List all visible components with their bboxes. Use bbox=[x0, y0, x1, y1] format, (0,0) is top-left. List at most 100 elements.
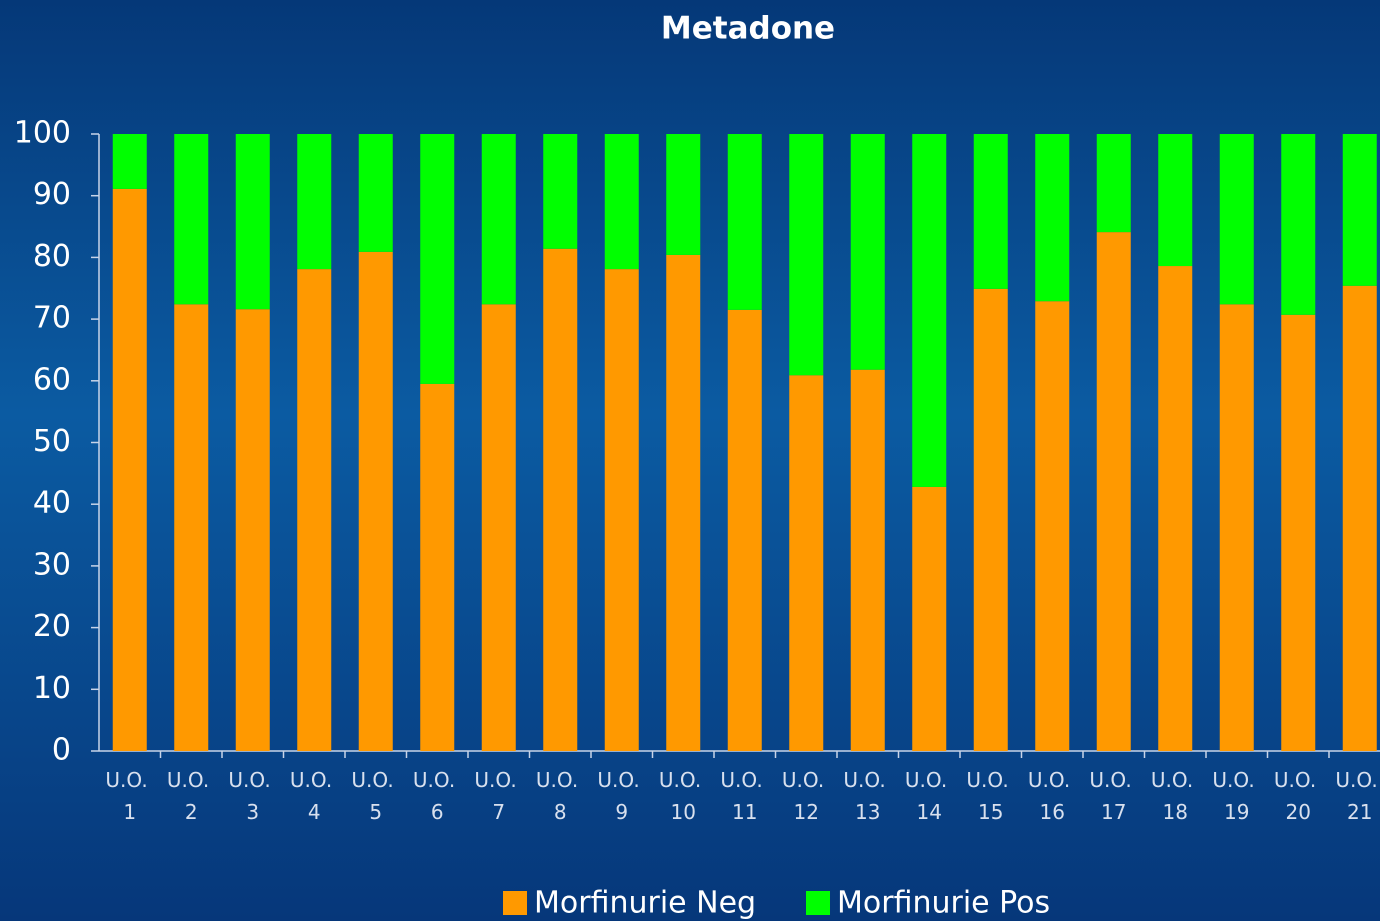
y-tick-label: 70 bbox=[33, 301, 71, 336]
x-tick-label-line: U.O. bbox=[966, 768, 1015, 792]
x-tick-label-line: U.O. bbox=[659, 768, 708, 792]
y-tick-label: 10 bbox=[33, 671, 71, 706]
bar-segment bbox=[1096, 232, 1131, 751]
x-tick-label: U.O. 14 bbox=[905, 768, 954, 824]
x-tick-label-line: U.O. bbox=[536, 768, 585, 792]
bar-segment bbox=[912, 486, 947, 751]
bar-segment bbox=[789, 375, 824, 751]
x-tick-label-line: 21 bbox=[1347, 800, 1372, 824]
bar-segment bbox=[1219, 134, 1254, 305]
y-tick-label: 40 bbox=[33, 486, 71, 521]
bar-segment bbox=[850, 134, 885, 370]
x-tick-label-line: 14 bbox=[917, 800, 942, 824]
bar-segment bbox=[973, 134, 1008, 289]
bar-segment bbox=[666, 134, 701, 255]
x-tick-label-line: 5 bbox=[369, 800, 382, 824]
x-tick-label-line: U.O. bbox=[290, 768, 339, 792]
x-tick-label-line: U.O. bbox=[1335, 768, 1380, 792]
x-tick-label-line: 12 bbox=[794, 800, 819, 824]
bar-segment bbox=[604, 134, 639, 270]
x-tick-label-line: 7 bbox=[492, 800, 505, 824]
x-tick-label-line: 11 bbox=[732, 800, 757, 824]
x-tick-label-line: U.O. bbox=[167, 768, 216, 792]
x-tick-label: U.O. 10 bbox=[659, 768, 708, 824]
x-tick-label: U.O. 3 bbox=[228, 768, 277, 824]
chart-title: Metadone bbox=[661, 11, 835, 47]
x-tick-label-line: U.O. bbox=[351, 768, 400, 792]
y-tick-label: 90 bbox=[33, 177, 71, 212]
legend-label: Morfinurie Neg bbox=[534, 886, 756, 921]
x-tick-label-line: 19 bbox=[1224, 800, 1249, 824]
x-tick-label-line: 9 bbox=[615, 800, 628, 824]
bar-segment bbox=[1281, 134, 1316, 315]
x-tick-label-line: U.O. bbox=[1028, 768, 1077, 792]
bar-segment bbox=[1342, 134, 1377, 286]
bar-segment bbox=[850, 369, 885, 751]
x-tick-label: U.O. 4 bbox=[290, 768, 339, 824]
x-tick-label: U.O. 9 bbox=[597, 768, 646, 824]
legend-swatch bbox=[503, 891, 527, 915]
x-tick-label: U.O. 1 bbox=[105, 768, 154, 824]
x-tick-label: U.O. 18 bbox=[1151, 768, 1200, 824]
bar-segment bbox=[174, 304, 209, 751]
x-tick-label-line: U.O. bbox=[720, 768, 769, 792]
x-tick-label-line: U.O. bbox=[105, 768, 154, 792]
x-tick-label: U.O. 11 bbox=[720, 768, 769, 824]
x-tick-label: U.O. 12 bbox=[782, 768, 831, 824]
x-tick-label: U.O. 13 bbox=[843, 768, 892, 824]
bar-segment bbox=[1219, 304, 1254, 751]
x-tick-label-line: U.O. bbox=[228, 768, 277, 792]
y-tick-label: 80 bbox=[33, 239, 71, 274]
bar-segment bbox=[789, 134, 824, 376]
x-tick-label-line: 3 bbox=[246, 800, 259, 824]
bar-segment bbox=[297, 269, 332, 751]
bar-segment bbox=[297, 134, 332, 270]
x-tick-label-line: 16 bbox=[1040, 800, 1065, 824]
y-tick-label: 30 bbox=[33, 547, 71, 582]
x-tick-label: U.O. 5 bbox=[351, 768, 400, 824]
x-tick-label-line: 6 bbox=[431, 800, 444, 824]
y-tick-label: 50 bbox=[33, 424, 71, 459]
bar-segment bbox=[420, 134, 455, 384]
bar-segment bbox=[358, 251, 393, 752]
bar-segment bbox=[235, 134, 270, 310]
legend-swatch bbox=[806, 891, 830, 915]
y-tick-label: 20 bbox=[33, 609, 71, 644]
x-tick-label: U.O. 16 bbox=[1028, 768, 1077, 824]
x-tick-label-line: U.O. bbox=[1274, 768, 1323, 792]
bar-segment bbox=[1035, 301, 1070, 751]
x-tick-label-line: U.O. bbox=[597, 768, 646, 792]
bar-segment bbox=[1158, 134, 1193, 267]
bar-segment bbox=[1281, 314, 1316, 751]
y-tick-label: 100 bbox=[14, 116, 71, 151]
x-tick-label-line: U.O. bbox=[782, 768, 831, 792]
bar-segment bbox=[1342, 285, 1377, 751]
bar-segment bbox=[543, 248, 578, 751]
x-tick-label-line: U.O. bbox=[1212, 768, 1261, 792]
bar-segment bbox=[973, 288, 1008, 751]
bar-segment bbox=[912, 134, 947, 487]
x-tick-label-line: 13 bbox=[855, 800, 880, 824]
x-tick-label: U.O. 19 bbox=[1212, 768, 1261, 824]
bar-segment bbox=[481, 134, 516, 305]
x-tick-label-line: 2 bbox=[185, 800, 198, 824]
bar-segment bbox=[604, 269, 639, 751]
bar-segment bbox=[666, 254, 701, 751]
x-tick-label-line: U.O. bbox=[843, 768, 892, 792]
bar-segment bbox=[727, 134, 762, 310]
x-tick-label-line: 15 bbox=[978, 800, 1003, 824]
bar-segment bbox=[112, 134, 147, 189]
x-tick-label-line: 18 bbox=[1163, 800, 1188, 824]
x-tick-label-line: U.O. bbox=[1151, 768, 1200, 792]
x-tick-label-line: 20 bbox=[1286, 800, 1311, 824]
bar-segment bbox=[235, 309, 270, 751]
bar-segment bbox=[543, 134, 578, 249]
x-tick-label-line: 17 bbox=[1101, 800, 1126, 824]
bar-segment bbox=[420, 383, 455, 751]
bar-segment bbox=[1158, 266, 1193, 751]
x-tick-label: U.O. 7 bbox=[474, 768, 523, 824]
x-tick-label: U.O. 2 bbox=[167, 768, 216, 824]
x-tick-label: U.O. 15 bbox=[966, 768, 1015, 824]
bar-segment bbox=[727, 309, 762, 751]
x-tick-label-line: 4 bbox=[308, 800, 321, 824]
